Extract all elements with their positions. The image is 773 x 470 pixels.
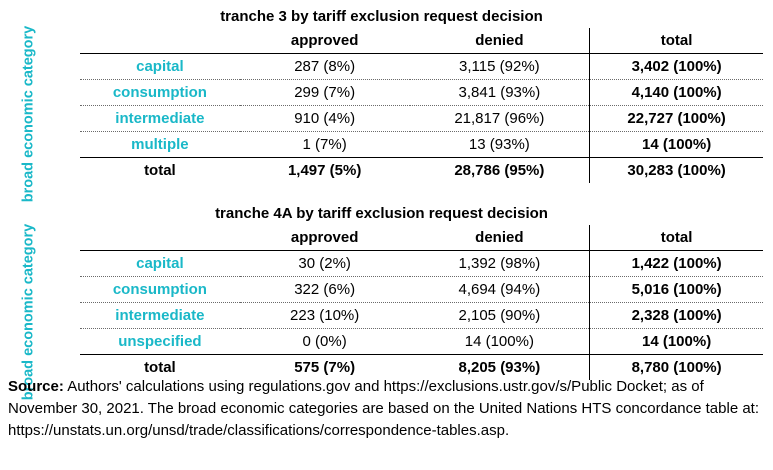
tranche-4a-side-label: broad economic category <box>12 224 46 400</box>
source-note: Source: Authors' calculations using regu… <box>8 376 768 442</box>
total-approved: 575 (7%) <box>239 354 410 380</box>
cell-total: 14 (100%) <box>589 328 763 355</box>
header-denied: denied <box>475 229 524 246</box>
cell-approved: 30 (2%) <box>239 250 410 277</box>
table-row: unspecified 0 (0%) 14 (100%) 14 (100%) <box>80 328 763 355</box>
row-label: multiple <box>131 136 189 153</box>
tranche-4a-title: tranche 4A by tariff exclusion request d… <box>215 205 548 222</box>
tranche-3-side-label: broad economic category <box>12 26 46 202</box>
cell-total: 1,422 (100%) <box>589 250 763 277</box>
tranche-3-table: approved denied total capital 287 (8%) 3… <box>80 28 763 183</box>
cell-approved: 223 (10%) <box>239 302 410 329</box>
cell-total: 14 (100%) <box>589 131 763 158</box>
header-total: total <box>589 28 763 54</box>
header-row: approved denied total <box>80 225 763 251</box>
table-row: multiple 1 (7%) 13 (93%) 14 (100%) <box>80 131 763 158</box>
cell-denied: 14 (100%) <box>464 333 534 350</box>
source-text: Authors' calculations using regulations.… <box>8 378 760 439</box>
row-label: intermediate <box>80 105 240 132</box>
cell-approved: 910 (4%) <box>239 105 410 132</box>
total-row: total 1,497 (5%) 28,786 (95%) 30,283 (10… <box>80 157 763 183</box>
total-total: 30,283 (100%) <box>589 157 763 183</box>
cell-denied: 3,841 (93%) <box>409 79 590 106</box>
table-row: capital 30 (2%) 1,392 (98%) 1,422 (100%) <box>80 250 763 277</box>
cell-denied: 1,392 (98%) <box>409 250 590 277</box>
tranche-4a-table: approved denied total capital 30 (2%) 1,… <box>80 225 763 380</box>
row-label: consumption <box>80 276 240 303</box>
cell-total: 5,016 (100%) <box>589 276 763 303</box>
cell-approved: 0 (0%) <box>302 333 347 350</box>
cell-approved: 322 (6%) <box>239 276 410 303</box>
total-row: total 575 (7%) 8,205 (93%) 8,780 (100%) <box>80 354 763 380</box>
total-denied: 8,205 (93%) <box>409 354 590 380</box>
cell-approved: 287 (8%) <box>239 53 410 80</box>
tranche-3-title: tranche 3 by tariff exclusion request de… <box>220 8 543 25</box>
cell-total: 3,402 (100%) <box>589 53 763 80</box>
cell-approved: 299 (7%) <box>239 79 410 106</box>
row-label: intermediate <box>80 302 240 329</box>
header-blank <box>80 225 240 251</box>
cell-denied: 2,105 (90%) <box>409 302 590 329</box>
row-label: unspecified <box>118 333 202 350</box>
total-total: 8,780 (100%) <box>589 354 763 380</box>
cell-total: 4,140 (100%) <box>589 79 763 106</box>
total-denied: 28,786 (95%) <box>409 157 590 183</box>
table-row: intermediate 223 (10%) 2,105 (90%) 2,328… <box>80 302 763 329</box>
header-approved: approved <box>290 229 359 246</box>
total-approved: 1,497 (5%) <box>239 157 410 183</box>
side-label-text: broad economic category <box>20 223 37 401</box>
header-blank <box>80 28 240 54</box>
cell-approved: 1 (7%) <box>302 136 347 153</box>
cell-total: 2,328 (100%) <box>589 302 763 329</box>
row-label: capital <box>80 53 240 80</box>
cell-denied: 13 (93%) <box>468 136 530 153</box>
row-label: capital <box>80 250 240 277</box>
cell-denied: 21,817 (96%) <box>409 105 590 132</box>
total-label: total <box>80 354 240 380</box>
header-total: total <box>589 225 763 251</box>
header-row: approved denied total <box>80 28 763 54</box>
table-row: intermediate 910 (4%) 21,817 (96%) 22,72… <box>80 105 763 132</box>
total-label: total <box>80 157 240 183</box>
table-row: consumption 299 (7%) 3,841 (93%) 4,140 (… <box>80 79 763 106</box>
side-label-text: broad economic category <box>20 25 37 203</box>
source-prefix: Source: <box>8 378 64 395</box>
cell-denied: 4,694 (94%) <box>409 276 590 303</box>
cell-total: 22,727 (100%) <box>589 105 763 132</box>
table-row: capital 287 (8%) 3,115 (92%) 3,402 (100%… <box>80 53 763 80</box>
header-approved: approved <box>290 32 359 49</box>
cell-denied: 3,115 (92%) <box>409 53 590 80</box>
header-denied: denied <box>475 32 524 49</box>
table-row: consumption 322 (6%) 4,694 (94%) 5,016 (… <box>80 276 763 303</box>
row-label: consumption <box>80 79 240 106</box>
